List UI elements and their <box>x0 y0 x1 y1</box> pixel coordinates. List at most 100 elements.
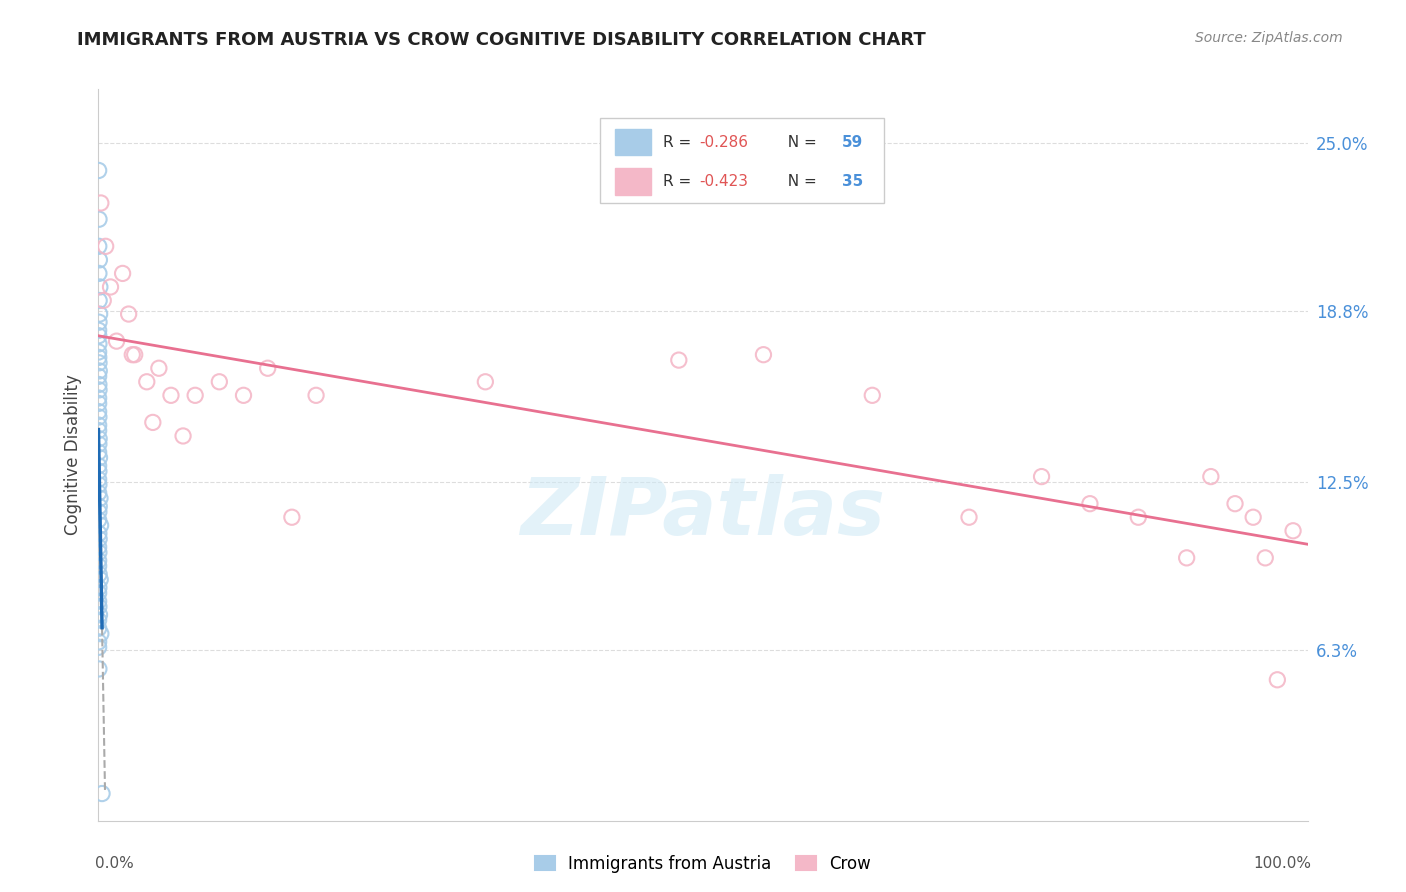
Point <box>87 581 110 595</box>
Point <box>1254 550 1277 565</box>
FancyBboxPatch shape <box>614 128 651 155</box>
Point <box>118 307 141 321</box>
Point <box>160 388 183 402</box>
Point <box>105 334 128 348</box>
Point <box>87 391 110 405</box>
Text: R =: R = <box>664 135 696 150</box>
Point <box>860 388 883 402</box>
Point <box>142 416 165 430</box>
Point <box>89 293 111 308</box>
Point <box>87 621 110 635</box>
Point <box>256 361 278 376</box>
Text: 0.0%: 0.0% <box>94 855 134 871</box>
Point <box>668 353 690 368</box>
Point <box>91 787 114 801</box>
Point <box>305 388 328 402</box>
Legend: Immigrants from Austria, Crow: Immigrants from Austria, Crow <box>529 848 877 880</box>
Point <box>87 409 110 424</box>
Point <box>87 315 110 329</box>
Y-axis label: Cognitive Disability: Cognitive Disability <box>65 375 83 535</box>
Point <box>87 369 110 384</box>
Point <box>87 635 110 649</box>
Point <box>87 599 110 614</box>
Point <box>89 500 111 514</box>
Text: R =: R = <box>664 174 696 189</box>
Point <box>1267 673 1289 687</box>
Point <box>87 586 110 600</box>
Point <box>89 432 111 446</box>
Point <box>94 239 117 253</box>
Point <box>87 477 110 491</box>
Point <box>89 567 111 582</box>
Point <box>100 280 122 294</box>
Point <box>87 404 110 418</box>
Point <box>752 348 775 362</box>
Point <box>89 307 111 321</box>
Text: N =: N = <box>778 135 821 150</box>
Point <box>89 252 111 267</box>
Point <box>89 607 111 622</box>
Point <box>87 640 110 655</box>
Point <box>87 345 110 359</box>
Point <box>232 388 254 402</box>
Point <box>90 196 112 211</box>
Point <box>87 505 110 519</box>
Point <box>87 540 110 554</box>
FancyBboxPatch shape <box>614 169 651 194</box>
Point <box>1199 469 1222 483</box>
Point <box>90 626 112 640</box>
Point <box>87 662 110 676</box>
Point <box>1282 524 1305 538</box>
Point <box>90 518 112 533</box>
Point <box>1128 510 1150 524</box>
Point <box>87 472 110 486</box>
Point <box>87 437 110 451</box>
Point <box>89 491 111 506</box>
Point <box>1175 550 1198 565</box>
Point <box>89 364 111 378</box>
Text: Source: ZipAtlas.com: Source: ZipAtlas.com <box>1195 31 1343 45</box>
Text: -0.286: -0.286 <box>699 135 748 150</box>
Point <box>91 293 114 308</box>
Point <box>111 267 134 281</box>
Text: 59: 59 <box>842 135 863 150</box>
Text: ZIPatlas: ZIPatlas <box>520 475 886 552</box>
Point <box>87 328 110 343</box>
Point <box>208 375 231 389</box>
Point <box>87 212 110 227</box>
Point <box>87 445 110 459</box>
Point <box>87 545 110 559</box>
Text: 35: 35 <box>842 174 863 189</box>
Point <box>87 613 110 627</box>
Point <box>124 348 146 362</box>
Point <box>1241 510 1264 524</box>
Point <box>474 375 496 389</box>
Point <box>89 450 111 465</box>
Point <box>87 553 110 567</box>
FancyBboxPatch shape <box>600 119 884 202</box>
Point <box>89 532 111 546</box>
Text: 100.0%: 100.0% <box>1253 855 1312 871</box>
Point <box>87 418 110 433</box>
Point <box>87 377 110 392</box>
Point <box>1031 469 1053 483</box>
Point <box>87 458 110 473</box>
Point <box>135 375 157 389</box>
Point <box>148 361 170 376</box>
Point <box>1078 497 1101 511</box>
Point <box>87 513 110 527</box>
Point <box>87 323 110 337</box>
Point <box>184 388 207 402</box>
Point <box>957 510 980 524</box>
Point <box>1223 497 1246 511</box>
Point <box>87 594 110 608</box>
Point <box>87 239 110 253</box>
Point <box>281 510 304 524</box>
Point <box>87 351 110 365</box>
Point <box>172 429 194 443</box>
Point <box>87 464 110 478</box>
Text: N =: N = <box>778 174 821 189</box>
Point <box>87 336 110 351</box>
Text: -0.423: -0.423 <box>699 174 748 189</box>
Point <box>87 163 110 178</box>
